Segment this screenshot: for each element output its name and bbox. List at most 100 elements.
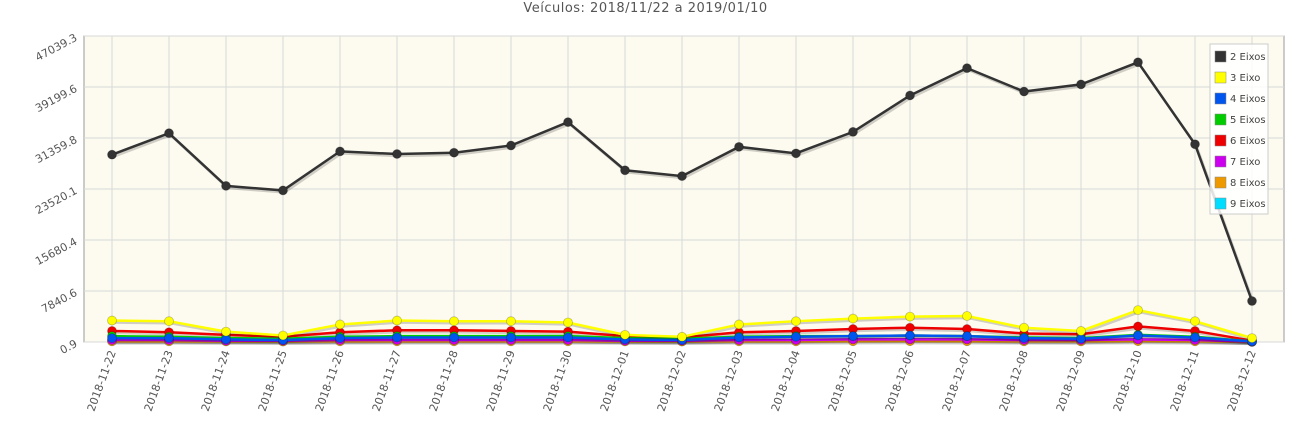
- data-point[interactable]: [392, 149, 402, 159]
- series-4-eixos: [107, 330, 1257, 347]
- data-point[interactable]: [164, 316, 174, 327]
- legend-label-2-eixos[interactable]: 2 Eixos: [1230, 52, 1266, 63]
- x-axis-ticks: 2018-11-22 2018-11-23 2018-11-24 2018-11-25…: [85, 349, 1259, 414]
- legend-swatch-3-eixo[interactable]: [1214, 71, 1227, 84]
- legend-label-5-eixos[interactable]: 5 Eixos: [1230, 115, 1266, 126]
- x-tick-label: 2018-11-27: [370, 349, 404, 414]
- legend-label-7-eixo[interactable]: 7 Eixo: [1230, 157, 1260, 168]
- data-point[interactable]: [506, 316, 516, 327]
- data-point[interactable]: [1133, 321, 1143, 332]
- legend-label-6-eixos[interactable]: 6 Eixos: [1230, 136, 1266, 147]
- data-point[interactable]: [905, 311, 915, 322]
- data-point[interactable]: [677, 331, 687, 342]
- data-point[interactable]: [1133, 57, 1143, 68]
- x-tick-label: 2018-11-25: [256, 349, 290, 414]
- data-point[interactable]: [962, 311, 972, 321]
- data-point[interactable]: [449, 147, 459, 158]
- y-tick-label: 7840.6: [39, 286, 79, 316]
- series-2-eixos: [107, 57, 1257, 306]
- data-point[interactable]: [620, 329, 630, 340]
- data-point[interactable]: [791, 316, 801, 327]
- x-tick-label: 2018-11-29: [484, 349, 518, 414]
- data-point[interactable]: [107, 149, 117, 160]
- data-point[interactable]: [1019, 333, 1029, 344]
- x-tick-label: 2018-12-04: [769, 349, 803, 414]
- data-point[interactable]: [449, 316, 459, 327]
- data-point[interactable]: [905, 90, 915, 101]
- legend-swatch-8-eixos[interactable]: [1214, 176, 1227, 189]
- data-point[interactable]: [791, 331, 801, 342]
- data-point[interactable]: [791, 148, 801, 159]
- data-point[interactable]: [848, 313, 858, 324]
- data-point[interactable]: [1190, 316, 1200, 327]
- data-point[interactable]: [962, 331, 972, 342]
- data-point[interactable]: [734, 141, 744, 152]
- x-tick-label: 2018-12-02: [655, 349, 689, 414]
- legend-label-9-eixos[interactable]: 9 Eixos: [1230, 199, 1266, 210]
- data-point[interactable]: [1247, 333, 1257, 344]
- data-point[interactable]: [335, 319, 345, 330]
- data-point[interactable]: [848, 126, 858, 137]
- data-point[interactable]: [164, 333, 174, 344]
- y-tick-label: 15680.4: [33, 235, 79, 268]
- data-point[interactable]: [278, 185, 288, 196]
- data-point[interactable]: [905, 330, 915, 341]
- data-point[interactable]: [278, 330, 288, 341]
- series-group: [107, 57, 1257, 347]
- data-point[interactable]: [848, 331, 858, 342]
- data-point[interactable]: [335, 333, 345, 344]
- data-point[interactable]: [107, 315, 117, 326]
- data-point[interactable]: [1019, 322, 1029, 333]
- legend-label-3-eixo[interactable]: 3 Eixo: [1230, 73, 1260, 84]
- data-point[interactable]: [506, 140, 516, 151]
- legend-swatch-9-eixos[interactable]: [1214, 197, 1227, 210]
- x-tick-label: 2018-12-09: [1054, 349, 1088, 414]
- x-tick-label: 2018-11-28: [427, 349, 461, 414]
- data-point[interactable]: [1190, 332, 1200, 343]
- data-point[interactable]: [563, 317, 573, 328]
- legend-swatch-4-eixos[interactable]: [1214, 92, 1227, 105]
- x-tick-label: 2018-11-30: [541, 349, 575, 414]
- data-point[interactable]: [392, 332, 402, 343]
- data-point[interactable]: [1076, 326, 1086, 336]
- data-point[interactable]: [1019, 86, 1029, 97]
- data-point[interactable]: [734, 319, 744, 330]
- data-point[interactable]: [734, 332, 744, 343]
- data-point[interactable]: [677, 171, 687, 182]
- data-point[interactable]: [563, 117, 573, 128]
- data-point[interactable]: [563, 332, 573, 343]
- x-tick-label: 2018-12-06: [883, 349, 917, 414]
- x-tick-label: 2018-12-03: [712, 349, 746, 414]
- data-point[interactable]: [1190, 139, 1200, 150]
- data-point[interactable]: [1247, 296, 1257, 306]
- data-point[interactable]: [1076, 79, 1086, 90]
- legend-label-8-eixos[interactable]: 8 Eixos: [1230, 178, 1266, 189]
- data-point[interactable]: [506, 332, 516, 343]
- chart-title: Veículos: 2018/11/22 a 2019/01/10: [523, 1, 768, 16]
- x-tick-label: 2018-12-12: [1225, 349, 1259, 414]
- data-point[interactable]: [392, 315, 402, 326]
- data-point[interactable]: [107, 333, 117, 344]
- legend[interactable]: 2 Eixos 3 Eixo 4 Eixos 5 Eixos 6 Eixos 7 Eixo…: [1209, 43, 1269, 215]
- x-tick-label: 2018-11-22: [85, 349, 119, 414]
- data-point[interactable]: [449, 332, 459, 343]
- x-tick-label: 2018-12-08: [997, 349, 1031, 414]
- data-point[interactable]: [221, 326, 231, 337]
- data-point[interactable]: [1133, 305, 1143, 316]
- data-point[interactable]: [620, 165, 630, 176]
- data-point[interactable]: [962, 63, 972, 74]
- series-3-eixo: [107, 305, 1257, 344]
- legend-label-4-eixos[interactable]: 4 Eixos: [1230, 94, 1266, 105]
- legend-swatch-6-eixos[interactable]: [1214, 134, 1227, 147]
- data-point[interactable]: [1133, 330, 1143, 341]
- x-tick-label: 2018-12-11: [1168, 349, 1202, 414]
- data-point[interactable]: [221, 180, 231, 191]
- data-point[interactable]: [164, 128, 174, 139]
- data-point[interactable]: [335, 146, 345, 157]
- legend-swatch-7-eixo[interactable]: [1214, 155, 1227, 168]
- legend-swatch-5-eixos[interactable]: [1214, 113, 1227, 126]
- x-tick-label: 2018-12-05: [826, 349, 860, 414]
- legend-swatch-2-eixos[interactable]: [1214, 50, 1227, 63]
- x-tick-label: 2018-12-07: [940, 349, 974, 414]
